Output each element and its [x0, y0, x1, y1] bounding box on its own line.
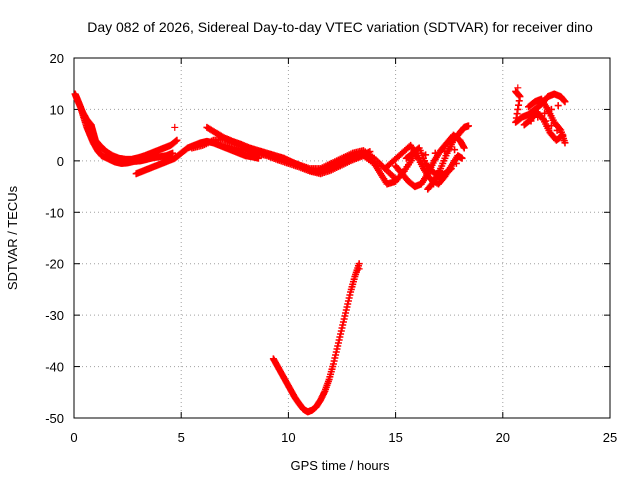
- x-tick-label: 0: [70, 430, 77, 445]
- x-axis-label: GPS time / hours: [291, 458, 390, 473]
- data-point: [542, 117, 550, 125]
- x-tick-label: 10: [281, 430, 295, 445]
- series-early-decay-2: [72, 93, 181, 163]
- data-point: [446, 165, 454, 173]
- y-tick-label: -10: [45, 205, 64, 220]
- data-point: [561, 98, 569, 106]
- data-point: [554, 102, 562, 110]
- series-late-oscillation-2: [392, 131, 468, 191]
- data-point: [172, 137, 180, 145]
- y-tick-label: 10: [50, 102, 64, 117]
- series-deep-dip: [269, 260, 363, 416]
- y-tick-label: -20: [45, 257, 64, 272]
- data-point: [452, 159, 460, 167]
- data-point: [441, 147, 449, 155]
- data-point: [536, 112, 544, 120]
- data-point: [431, 149, 439, 157]
- data-point: [530, 108, 538, 116]
- plot-frame: [73, 57, 611, 419]
- data-marks: [71, 84, 569, 416]
- y-tick-label: -30: [45, 308, 64, 323]
- data-point: [173, 136, 181, 144]
- x-tick-label: 15: [388, 430, 402, 445]
- data-point: [561, 139, 569, 147]
- x-tick-label: 5: [178, 430, 185, 445]
- data-point: [460, 144, 468, 152]
- data-point: [447, 165, 455, 173]
- x-tick-label: 25: [603, 430, 617, 445]
- data-point: [514, 84, 522, 92]
- y-tick-label: 0: [57, 154, 64, 169]
- y-axis-label: SDTVAR / TECUs: [5, 185, 20, 290]
- data-point: [169, 149, 177, 157]
- axis-ticks: 0 5 10 15 20 25 -50 -40 -30 -20 -10 0 10 20: [45, 51, 617, 445]
- data-point: [451, 146, 459, 154]
- y-tick-label: -40: [45, 360, 64, 375]
- data-point: [458, 154, 466, 162]
- data-point: [366, 148, 374, 156]
- x-tick-label: 20: [496, 430, 510, 445]
- data-point: [412, 153, 420, 161]
- chart-title: Day 082 of 2026, Sidereal Day-to-day VTE…: [87, 19, 593, 35]
- series-outliers: [171, 84, 522, 273]
- y-tick-label: 20: [50, 51, 64, 66]
- series-right-cluster: [512, 87, 569, 147]
- y-tick-label: -50: [45, 411, 64, 426]
- data-point: [355, 265, 363, 273]
- series-mid-band-3: [220, 141, 417, 188]
- data-point: [464, 122, 472, 130]
- series-late-oscillation: [381, 122, 472, 193]
- data-point: [171, 123, 179, 131]
- series-early-decay: [71, 90, 177, 167]
